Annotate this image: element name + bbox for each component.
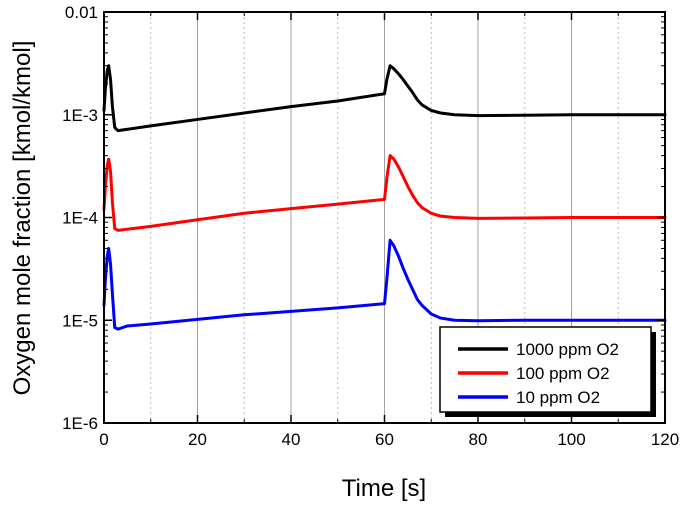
x-tick-label: 120 xyxy=(651,430,679,449)
y-axis-title: Oxygen mole fraction [kmol/kmol] xyxy=(9,41,36,396)
y-tick-label: 1E-5 xyxy=(62,311,98,330)
x-tick-label: 100 xyxy=(557,430,585,449)
legend-entry-label: 10 ppm O2 xyxy=(516,388,600,407)
series-line-1 xyxy=(102,64,667,133)
y-tick-label: 1E-6 xyxy=(62,414,98,433)
x-tick-label: 20 xyxy=(188,430,207,449)
x-tick-label: 40 xyxy=(282,430,301,449)
x-axis-title: Time [s] xyxy=(342,475,426,502)
y-tick-label: 0.01 xyxy=(65,3,98,22)
x-tick-label: 60 xyxy=(375,430,394,449)
series-lines xyxy=(102,64,667,331)
x-tick-label: 80 xyxy=(469,430,488,449)
series-line-2 xyxy=(102,154,667,232)
y-tick-label: 1E-3 xyxy=(62,106,98,125)
y-tick-label: 1E-4 xyxy=(62,209,98,228)
legend-entry-label: 100 ppm O2 xyxy=(516,364,610,383)
legend: 1000 ppm O2 100 ppm O2 10 ppm O2 xyxy=(439,326,656,417)
axis-ticks: 0 20 40 60 80 100 120 1E-6 1E-5 1E-4 1E-3 0.01 xyxy=(62,3,679,449)
legend-entry-label: 1000 ppm O2 xyxy=(516,340,619,359)
x-tick-label: 0 xyxy=(99,430,108,449)
series-line-3 xyxy=(102,238,667,331)
